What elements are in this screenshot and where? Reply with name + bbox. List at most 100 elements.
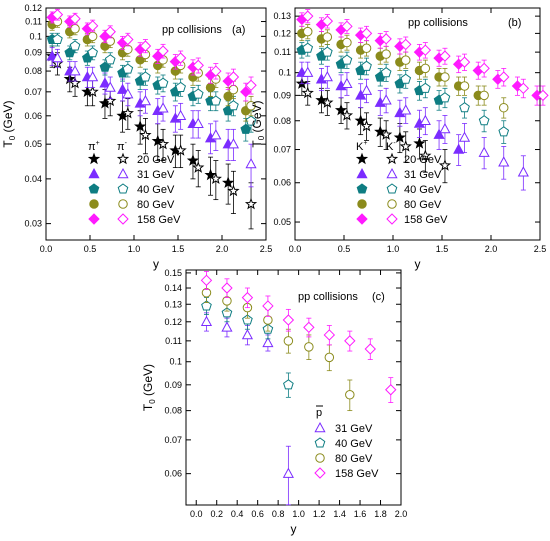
data-point <box>140 71 151 82</box>
x-tick-label: 0.5 <box>338 244 351 254</box>
legend-header-left-sup: + <box>96 140 100 147</box>
series-π--31GeV <box>51 48 257 188</box>
y-tick-label: 0.13 <box>273 11 291 21</box>
data-point <box>439 92 451 103</box>
legend-header-right-sup: - <box>393 140 396 147</box>
data-point <box>51 51 64 63</box>
data-point <box>498 71 510 83</box>
legend-marker-open <box>117 183 129 194</box>
data-point <box>400 104 412 115</box>
data-point <box>200 315 213 327</box>
data-point <box>302 26 313 37</box>
legend-marker-open <box>116 152 130 165</box>
y-axis-label: T0 (GeV) <box>141 364 157 411</box>
data-point <box>122 63 134 74</box>
data-point <box>192 88 204 99</box>
panel-title: pp collisions <box>408 17 468 29</box>
y-tick-label: 0.12 <box>164 317 182 327</box>
data-point <box>302 42 314 53</box>
data-point <box>70 24 80 34</box>
legend-marker-filled <box>89 199 99 209</box>
data-point <box>341 54 353 65</box>
x-tick-label: 2.0 <box>395 509 408 519</box>
data-point <box>380 67 392 78</box>
legend-header-left: K+ <box>356 140 367 153</box>
data-point <box>459 102 470 113</box>
legend-marker-filled <box>88 183 100 194</box>
data-point <box>227 184 240 197</box>
y-axis-label-unit: (GeV) <box>141 364 155 399</box>
data-point <box>419 44 432 56</box>
data-point <box>139 128 152 141</box>
y-tick-label: 0.07 <box>164 435 182 445</box>
data-point <box>151 134 164 147</box>
y-tick-label: 0.1 <box>169 357 182 367</box>
x-tick-label: 1.2 <box>313 509 326 519</box>
y-tick-label: 0.11 <box>274 47 291 57</box>
data-point <box>439 122 451 134</box>
series-K--31GeV <box>302 61 529 191</box>
data-point <box>245 115 257 126</box>
data-point <box>315 93 328 106</box>
series-K--80GeV <box>302 24 509 119</box>
data-point <box>227 71 240 83</box>
data-point <box>228 100 239 111</box>
data-point <box>52 33 63 45</box>
data-point <box>186 154 200 166</box>
data-point <box>400 55 411 65</box>
data-point <box>380 128 393 140</box>
data-point <box>342 37 352 48</box>
y-tick-label: 0.09 <box>273 90 291 100</box>
data-point <box>86 85 99 98</box>
data-point <box>360 27 373 40</box>
x-tick-label: 2.5 <box>260 244 273 254</box>
data-point <box>68 76 82 89</box>
data-point <box>381 49 391 59</box>
x-tick-label: 0.2 <box>210 509 223 519</box>
y-axis-label-main: T <box>1 140 15 148</box>
y-axis-label-unit: (GeV) <box>1 100 15 135</box>
data-point <box>344 335 356 347</box>
plot-frame <box>45 7 267 241</box>
legend-entry-label: 31 GeV <box>137 169 175 181</box>
data-point <box>354 114 367 126</box>
data-point <box>440 72 450 82</box>
legend-marker-open <box>314 421 326 433</box>
legend-marker-filled <box>356 213 368 225</box>
legend-entry-label: 20 GeV <box>404 154 442 166</box>
y-axis-label-sub: 0 <box>257 135 266 140</box>
series-K--20GeV <box>301 81 452 184</box>
data-point <box>174 144 187 156</box>
data-point <box>360 119 373 132</box>
legend-marker-open <box>118 199 128 209</box>
panel-label: (a) <box>232 24 245 36</box>
legend-marker-filled <box>357 199 367 209</box>
y-tick-label: 0.06 <box>24 111 42 121</box>
y-tick-label: 0.14 <box>164 283 182 293</box>
data-point <box>458 131 471 142</box>
x-tick-label: 0.0 <box>289 244 302 254</box>
data-point <box>51 8 64 21</box>
legend-header-left-symbol: K <box>356 141 364 153</box>
data-point <box>478 115 490 126</box>
data-point <box>380 94 392 105</box>
legend-entry-label: 40 GeV <box>137 184 175 196</box>
legend-header-left-sup: + <box>363 140 367 147</box>
panel-b: 0.0 0.5 1.0 1.5 2.0 2.5 0.05 0.06 0.07 0.08 0.09 0.… <box>250 7 549 271</box>
y-tick-label: 0.12 <box>273 28 291 38</box>
data-point <box>498 126 510 137</box>
series-K+-80GeV <box>297 25 484 106</box>
data-point <box>479 90 489 101</box>
data-point <box>87 47 98 58</box>
data-point <box>69 40 81 51</box>
panel-title: pp collisions <box>162 24 222 36</box>
y-tick-label: 0.05 <box>24 139 42 149</box>
legend-marker-open <box>387 199 397 209</box>
data-point <box>210 129 222 140</box>
legend-marker-open <box>386 213 398 225</box>
data-point <box>262 336 274 348</box>
data-point <box>393 131 406 143</box>
legend-entry-label: 31 GeV <box>335 423 373 435</box>
y-axis-label-main: T <box>250 140 264 148</box>
data-point <box>86 20 99 32</box>
